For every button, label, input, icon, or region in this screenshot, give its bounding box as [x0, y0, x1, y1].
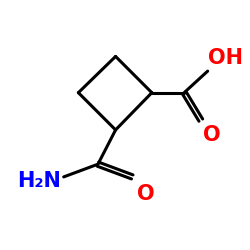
Text: OH: OH — [208, 48, 243, 68]
Text: O: O — [137, 184, 155, 204]
Text: O: O — [203, 125, 220, 145]
Text: H₂N: H₂N — [17, 171, 61, 191]
